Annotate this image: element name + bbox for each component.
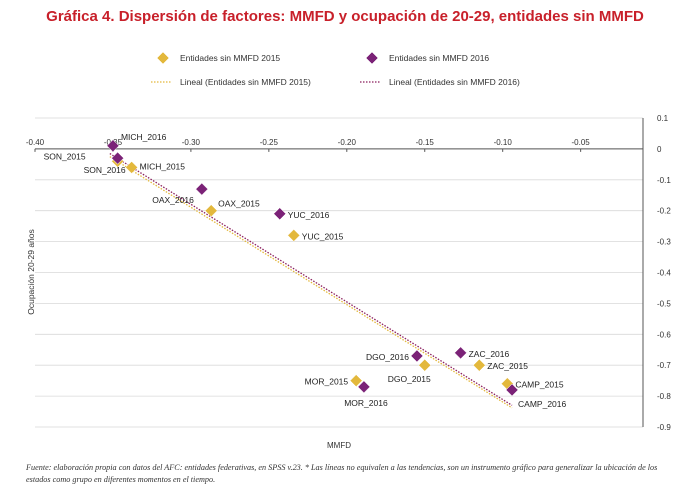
- legend-label: Entidades sin MMFD 2016: [389, 53, 489, 63]
- data-point: [204, 204, 218, 218]
- chart-title: Gráfica 4. Dispersión de factores: MMFD …: [46, 8, 644, 25]
- y-axis-title: Ocupación 20-29 años: [26, 229, 36, 315]
- data-point: [195, 182, 209, 196]
- data-point: [111, 151, 124, 165]
- point-label: CAMP_2015: [515, 380, 563, 390]
- legend-marker: [156, 51, 170, 65]
- data-point: [273, 207, 287, 221]
- x-tick-label: -0.15: [416, 138, 435, 147]
- point-label: ZAC_2015: [487, 361, 528, 371]
- data-point: [472, 358, 486, 372]
- footnote: Fuente: elaboración propia con datos del…: [26, 463, 658, 484]
- trendline: [109, 152, 513, 406]
- point-label: OAX_2015: [218, 199, 260, 209]
- y-tick-label: 0.1: [657, 114, 669, 123]
- x-tick-label: -0.30: [182, 138, 201, 147]
- x-axis-title: MMFD: [327, 441, 351, 450]
- point-label: DGO_2015: [388, 374, 431, 384]
- y-tick-label: -0.5: [657, 299, 671, 308]
- y-tick-label: -0.6: [657, 330, 671, 339]
- data-point: [454, 346, 467, 360]
- x-tick-label: -0.40: [26, 138, 45, 147]
- point-label: YUC_2016: [288, 210, 330, 220]
- data-point: [418, 358, 432, 372]
- y-tick-label: -0.7: [657, 361, 671, 370]
- legend-label: Entidades sin MMFD 2015: [180, 53, 280, 63]
- point-label: SON_2015: [44, 151, 86, 161]
- y-tick-label: -0.4: [657, 269, 671, 278]
- point-label: MICH_2016: [121, 132, 167, 142]
- y-tick-label: -0.2: [657, 207, 671, 216]
- x-tick-label: -0.20: [338, 138, 357, 147]
- point-label: YUC_2015: [302, 231, 344, 241]
- point-label: DGO_2016: [366, 352, 409, 362]
- point-label: SON_2016: [84, 165, 126, 175]
- data-point: [125, 161, 139, 174]
- trendline: [109, 156, 513, 409]
- legend-marker: [365, 51, 379, 65]
- point-label: OAX_2016: [152, 195, 194, 205]
- point-label: MOR_2016: [344, 398, 388, 408]
- y-tick-label: -0.3: [657, 238, 671, 247]
- data-point: [287, 229, 301, 242]
- legend-label: Lineal (Entidades sin MMFD 2015): [180, 77, 311, 87]
- point-label: CAMP_2016: [518, 399, 566, 409]
- data-point: [505, 383, 519, 397]
- data-point: [349, 374, 363, 388]
- y-tick-label: -0.9: [657, 423, 671, 432]
- x-tick-label: -0.10: [494, 138, 513, 147]
- y-tick-label: -0.8: [657, 392, 671, 401]
- point-label: MICH_2015: [140, 161, 186, 171]
- data-point: [357, 380, 371, 394]
- data-point: [106, 139, 120, 153]
- data-point: [410, 349, 424, 363]
- point-label: ZAC_2016: [469, 349, 510, 359]
- point-label: MOR_2015: [305, 377, 349, 387]
- y-tick-label: 0: [657, 145, 662, 154]
- legend-label: Lineal (Entidades sin MMFD 2016): [389, 77, 520, 87]
- x-tick-label: -0.05: [572, 138, 591, 147]
- y-tick-label: -0.1: [657, 176, 671, 185]
- x-tick-label: -0.25: [260, 138, 279, 147]
